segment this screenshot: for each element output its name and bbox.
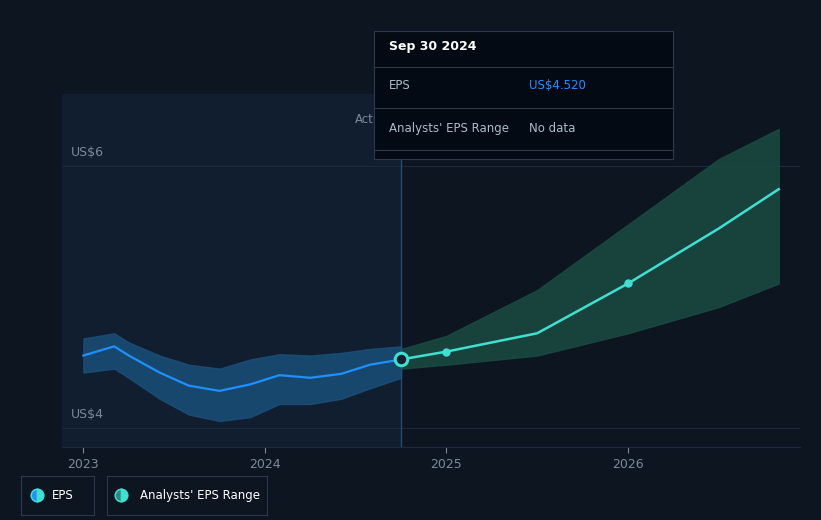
Text: US$4.520: US$4.520 (530, 80, 586, 93)
Text: EPS: EPS (52, 489, 73, 502)
Bar (62, 94, 401, 447)
Text: Sep 30 2024: Sep 30 2024 (388, 40, 476, 53)
Text: EPS: EPS (388, 80, 410, 93)
Text: Analysts' EPS Range: Analysts' EPS Range (140, 489, 260, 502)
Bar (401, 94, 800, 447)
Text: Analysts Forecasts: Analysts Forecasts (415, 113, 525, 126)
Text: US$6: US$6 (71, 146, 103, 159)
Text: US$4: US$4 (71, 408, 103, 421)
Text: No data: No data (530, 122, 576, 135)
Text: Analysts' EPS Range: Analysts' EPS Range (388, 122, 508, 135)
Text: Actual: Actual (355, 113, 392, 126)
